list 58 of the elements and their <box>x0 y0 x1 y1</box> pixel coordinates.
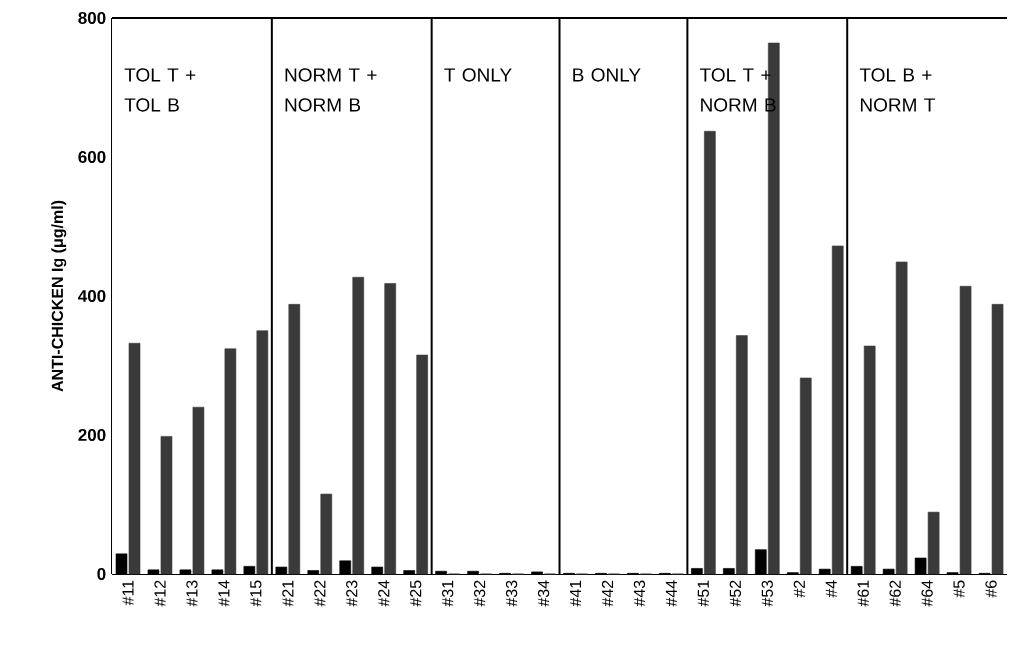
x-tick-label: #64 <box>921 580 933 607</box>
x-tick-label: #61 <box>857 580 869 607</box>
band-label: TOL B + NORM T <box>859 68 935 112</box>
bar <box>927 511 940 575</box>
x-tick-label: #23 <box>346 580 358 607</box>
bar <box>991 304 1004 575</box>
x-tick-label: #62 <box>889 580 901 607</box>
x-tick-label: #4 <box>825 580 837 598</box>
band-label: NORM T + NORM B <box>285 68 377 112</box>
x-tick-label: #2 <box>793 580 805 598</box>
x-tick-label: #32 <box>473 580 486 607</box>
x-tick-label: #5 <box>953 580 965 598</box>
bar <box>959 285 972 575</box>
x-tick-label: #13 <box>186 580 198 607</box>
y-tick-label: 0 <box>97 567 106 581</box>
band-label: B ONLY <box>573 68 641 82</box>
x-tick-label: #53 <box>761 580 773 607</box>
band-label: T ONLY <box>444 68 512 82</box>
x-tick-label: #14 <box>218 580 230 607</box>
x-tick-label: #52 <box>729 580 741 607</box>
x-tick-label: #12 <box>154 580 166 607</box>
x-tick-label: #44 <box>665 580 677 607</box>
x-tick-label: #33 <box>505 580 518 607</box>
bar <box>895 261 908 575</box>
y-axis-title: ANTI-CHICKEN Ig (μg/ml) <box>51 200 67 392</box>
x-tick-label: #24 <box>378 580 390 607</box>
x-tick-label: #21 <box>282 580 294 607</box>
bar <box>160 436 173 575</box>
bar <box>416 354 428 575</box>
x-tick-label: #51 <box>697 580 709 607</box>
bar <box>704 130 716 575</box>
x-tick-label: #11 <box>122 580 134 606</box>
x-tick-label: #31 <box>441 580 454 607</box>
y-tick-label: 200 <box>78 428 106 442</box>
bar <box>352 276 365 575</box>
bar <box>224 348 237 575</box>
x-tick-label: #43 <box>633 580 646 607</box>
bar <box>256 330 269 575</box>
x-tick-label: #41 <box>570 580 582 607</box>
x-tick-label: #15 <box>250 580 262 607</box>
x-tick-label: #6 <box>985 580 997 598</box>
bar <box>384 283 397 575</box>
bar <box>288 304 301 575</box>
bar <box>192 406 205 575</box>
x-tick-label: #22 <box>314 580 326 607</box>
bar <box>320 493 333 575</box>
bar <box>831 245 844 575</box>
bar <box>863 345 876 575</box>
bar <box>128 342 141 575</box>
x-tick-label: #34 <box>537 580 550 607</box>
band-label: TOL T + TOL B <box>124 68 196 112</box>
x-tick-label: #25 <box>410 580 422 607</box>
y-tick-label: 600 <box>78 150 106 164</box>
x-tick-label: #42 <box>601 580 614 607</box>
bar <box>736 335 748 575</box>
y-tick-label: 400 <box>78 289 106 303</box>
y-tick-label: 800 <box>78 11 106 25</box>
bar <box>799 377 812 575</box>
